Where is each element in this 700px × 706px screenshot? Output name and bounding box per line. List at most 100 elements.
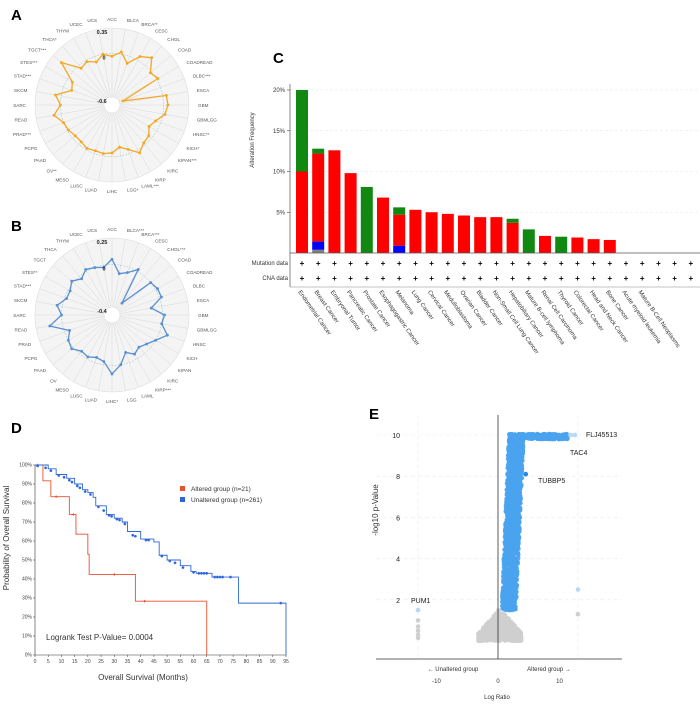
radar-spoke xyxy=(119,107,185,132)
d-x-tick-label: 20 xyxy=(85,659,91,665)
radar-point-laml xyxy=(124,351,128,354)
volcano-point-ns xyxy=(484,629,489,635)
radar-spoke xyxy=(98,112,111,181)
volcano-point-sig xyxy=(506,448,511,453)
radar-spoke xyxy=(119,317,185,342)
radar-point-kipan xyxy=(147,134,151,138)
radar-point-read xyxy=(52,113,56,117)
volcano-point xyxy=(415,618,421,623)
radar-axis-label: GBM xyxy=(198,313,209,318)
volcano-point-ns xyxy=(495,616,500,621)
radar-tick-zero: 0 xyxy=(102,55,105,61)
d-x-tick-label: 50 xyxy=(164,659,170,665)
d-y-tick-label: 70% xyxy=(22,520,33,526)
bar-amplification xyxy=(603,239,616,253)
d-y-tick-label: 80% xyxy=(22,501,33,507)
bar-amplification xyxy=(344,173,357,253)
radar-point-skcm xyxy=(55,303,59,307)
volcano-point-sig xyxy=(514,566,520,571)
legend-swatch-altered xyxy=(180,486,185,491)
censor-mark xyxy=(110,515,113,518)
radar-axis-label: KIRC xyxy=(167,169,179,174)
volcano-point-ns xyxy=(507,631,513,637)
volcano-point-sig xyxy=(510,568,516,574)
bar-mutation xyxy=(393,207,406,215)
radar-point-gbmlgg xyxy=(160,322,164,326)
e-x-tick-label: 0 xyxy=(496,679,500,685)
d-y-tick-label: 60% xyxy=(22,539,33,545)
volcano-point-sig xyxy=(550,434,556,439)
radar-axis-label: LGG xyxy=(127,397,137,402)
cna-data-mark: + xyxy=(364,274,369,283)
radar-spoke xyxy=(52,109,107,155)
volcano-point-sig xyxy=(503,570,508,575)
cna-data-mark: + xyxy=(348,274,353,283)
mutation-data-mark: + xyxy=(445,259,450,268)
d-x-tick-label: 65 xyxy=(204,659,210,665)
gene-label-tac4: TAC4 xyxy=(570,450,587,457)
volcano-point-ns xyxy=(493,621,498,627)
volcano-point-sig xyxy=(542,432,548,437)
radar-spoke xyxy=(36,91,105,104)
radar-point-ucs xyxy=(102,265,106,269)
censor-mark xyxy=(44,466,47,470)
radar-spoke xyxy=(114,242,139,308)
radar-axis-label: UCS xyxy=(87,18,97,23)
d-y-tick-label: 30% xyxy=(22,596,33,602)
radar-axis-label: HNSC** xyxy=(193,132,210,137)
volcano-point-sig xyxy=(514,569,520,574)
mutation-data-label: Mutation data xyxy=(252,261,289,267)
d-x-tick-label: 70 xyxy=(217,659,223,665)
radar-axis-label: KICH xyxy=(186,356,197,361)
volcano-point-ns xyxy=(487,628,493,633)
logrank-annotation: Logrank Test P-Value= 0.0004 xyxy=(46,633,154,642)
volcano-point-ns xyxy=(484,622,489,627)
radar-axis-label: PCPG xyxy=(24,146,37,151)
survival-chart: 0 5 10 15 20 25 30 35 40 45 50 55 60 65 70 75 80 85 90 95 0%… xyxy=(19,463,289,665)
censor-mark xyxy=(78,486,82,490)
radar-point-lgg xyxy=(118,145,121,149)
volcano-point-sig xyxy=(509,434,515,439)
volcano-point xyxy=(415,635,421,641)
radar-axis-label: THCA xyxy=(44,247,57,252)
volcano-point-sig xyxy=(516,482,522,487)
radar-spoke xyxy=(115,38,151,99)
bar-amplification xyxy=(539,235,551,253)
radar-axis-label: COAD xyxy=(178,48,192,53)
radar-point-kirp xyxy=(138,151,142,155)
volcano-point xyxy=(575,587,581,592)
km-curve-altered xyxy=(35,464,208,655)
cna-data-mark: + xyxy=(381,274,386,283)
volcano-point-sig xyxy=(508,594,513,600)
volcano-point-sig xyxy=(560,436,566,442)
volcano-point-ns xyxy=(503,620,509,626)
volcano-point-ns xyxy=(507,627,512,633)
volcano-point-pum1 xyxy=(415,607,421,613)
volcano-point-sig xyxy=(514,450,520,455)
radar-spoke xyxy=(73,321,109,382)
volcano-point-sig xyxy=(512,596,518,601)
radar-axis-label: LIHC* xyxy=(106,399,118,404)
radar-point-kipan xyxy=(145,342,148,346)
volcano-point-sig xyxy=(506,497,512,502)
volcano-point-ns xyxy=(492,638,497,643)
radar-center xyxy=(103,96,121,114)
radar-point-thca xyxy=(80,277,84,281)
radar-point-meso xyxy=(85,147,89,150)
radar-tick-min: -0.6 xyxy=(97,99,106,105)
alteration-bar-chart: 5%10%15%20%++Endometrial Cancer++Breast … xyxy=(252,84,700,355)
volcano-point-sig xyxy=(513,442,518,448)
volcano-point-sig xyxy=(514,539,519,544)
radar-spoke xyxy=(73,38,109,99)
radar-point-coadread xyxy=(156,77,160,80)
volcano-point-ns xyxy=(508,637,513,642)
radar-point-stad xyxy=(65,297,68,300)
radar-axis-label: LUSC xyxy=(70,184,83,189)
radar-tick-max: 0.35 xyxy=(97,30,108,36)
radar-axis-label: KIRP*** xyxy=(155,387,171,392)
censor-mark xyxy=(216,575,219,579)
d-x-tick-label: 10 xyxy=(59,659,65,665)
radar-axis-label: STES*** xyxy=(20,60,38,65)
volcano-point-ns xyxy=(486,637,491,643)
radar-axis-label: COAD xyxy=(178,258,192,263)
